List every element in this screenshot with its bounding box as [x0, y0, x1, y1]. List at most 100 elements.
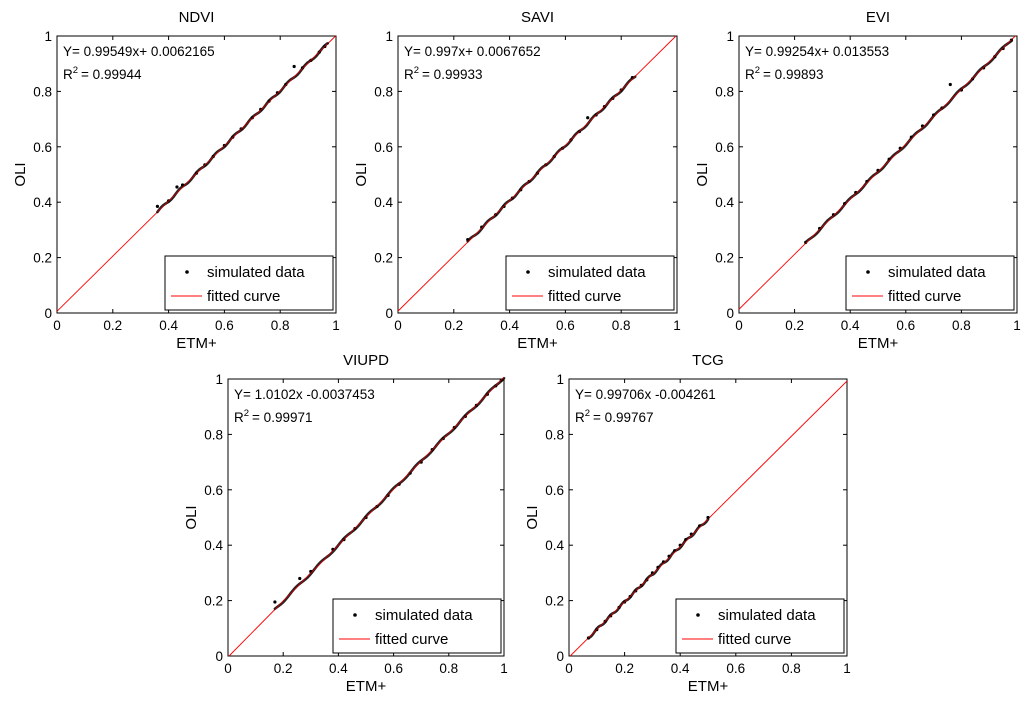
x-axis-label: ETM+ [346, 678, 387, 695]
y-tick-label: 0.8 [33, 84, 52, 99]
y-tick-label: 0.2 [33, 251, 52, 266]
fitted-curve-overlay [467, 76, 636, 243]
legend-label-simulated: simulated data [548, 264, 646, 281]
x-tick-label: 0.2 [103, 318, 122, 333]
data-point [818, 226, 822, 231]
x-tick-label: 0.8 [439, 661, 458, 676]
y-tick-label: 0 [215, 649, 223, 664]
x-axis-label: ETM+ [176, 335, 217, 352]
fit-equation: Y= 0.99254x+ 0.013553 [745, 44, 889, 59]
legend-label-simulated: simulated data [888, 264, 986, 281]
y-tick-label: 0.6 [33, 140, 52, 155]
data-point [180, 183, 185, 187]
fit-equation: Y= 0.997x+ 0.0067652 [404, 44, 541, 59]
data-point [940, 106, 944, 110]
x-tick-label: 0 [53, 318, 61, 333]
x-tick-label: 0.6 [215, 318, 234, 333]
y-tick-label: 0.2 [204, 594, 223, 609]
data-point [397, 482, 401, 486]
data-point [408, 471, 412, 475]
r-squared: R2 = 0.99933 [404, 65, 482, 82]
legend-marker-simulated [526, 270, 530, 274]
chart-title: SAVI [521, 9, 554, 26]
legend-box [164, 255, 334, 311]
axes-frame [56, 35, 337, 314]
legend-box [675, 598, 845, 654]
x-tick-label: 0.6 [384, 661, 403, 676]
chart-panel-viupd: VIUPD 0 0.2 0.4 0.6 0.8 1 0 0.2 0.4 0.6 0.8 1 ETM+ OLI… [183, 352, 508, 695]
legend-box [505, 255, 675, 311]
data-point [175, 185, 179, 189]
x-tick-label: 0.4 [841, 318, 860, 333]
legend: simulated data fitted curve [845, 255, 1015, 311]
data-point [284, 82, 288, 87]
legend-marker-simulated [185, 270, 189, 274]
y-tick-label: 0.8 [715, 84, 734, 99]
chart-panel-savi: SAVI 0 0.2 0.4 0.6 0.8 1 0 0.2 0.4 0.6 0.8 1 ETM+ OLI Y… [353, 9, 681, 352]
data-point [982, 66, 986, 70]
x-tick-label: 1 [843, 661, 851, 676]
x-tick-label: 0 [394, 318, 402, 333]
x-tick-label: 0.8 [271, 318, 290, 333]
fit-equation: Y= 0.99706x -0.004261 [575, 387, 716, 402]
legend-label-simulated: simulated data [375, 607, 473, 624]
fit-equation: Y= 1.0102x -0.0037453 [234, 387, 375, 402]
x-tick-label: 0.4 [159, 318, 178, 333]
y-axis-label: OLI [183, 505, 200, 529]
r-squared-value: = 0.99767 [593, 410, 653, 425]
r-squared: R2 = 0.99767 [575, 408, 653, 425]
x-axis-label: ETM+ [517, 335, 558, 352]
y-tick-label: 0.2 [374, 251, 393, 266]
legend-marker-simulated [866, 270, 870, 274]
x-tick-label: 1 [1013, 318, 1021, 333]
axes-frame [568, 378, 848, 657]
legend: simulated data fitted curve [675, 598, 845, 654]
data-point [466, 237, 470, 242]
y-tick-label: 0.6 [715, 140, 734, 155]
y-tick-label: 0.6 [374, 140, 393, 155]
data-point [300, 66, 305, 70]
y-tick-label: 0.8 [545, 427, 564, 442]
r-squared-value: = 0.99893 [763, 67, 823, 82]
legend-marker-simulated [696, 613, 700, 617]
chart-panel-tcg: TCG 0 0.2 0.4 0.6 0.8 1 0 0.2 0.4 0.6 0.8 1 ETM+ OLI Y=… [524, 352, 851, 695]
axes-frame [397, 35, 678, 314]
data-point [292, 64, 296, 69]
data-point [250, 116, 254, 120]
x-axis-label: ETM+ [688, 678, 729, 695]
x-tick-label: 0.2 [444, 318, 463, 333]
r-squared-exponent: 2 [73, 65, 78, 76]
y-tick-label: 0.4 [33, 195, 52, 210]
r-squared-symbol: R [63, 67, 73, 82]
r-squared-value: = 0.99933 [422, 67, 482, 82]
y-tick-label: 0.2 [715, 251, 734, 266]
r-squared-value: = 0.99944 [81, 67, 142, 82]
data-point [298, 576, 302, 581]
data-point [275, 91, 280, 95]
x-tick-label: 0.4 [671, 661, 690, 676]
r-squared-symbol: R [404, 67, 414, 82]
r-squared-symbol: R [234, 410, 244, 425]
x-tick-label: 0.6 [896, 318, 915, 333]
x-tick-label: 1 [332, 318, 340, 333]
y-tick-label: 1 [556, 372, 564, 387]
data-point [804, 240, 808, 244]
r-squared-symbol: R [575, 410, 585, 425]
y-tick-label: 0 [726, 306, 734, 321]
data-point [948, 82, 952, 87]
legend-label-fitted: fitted curve [207, 288, 280, 305]
x-tick-label: 1 [673, 318, 681, 333]
y-tick-label: 0.6 [545, 483, 564, 498]
fitted-curve-overlay [274, 376, 505, 610]
y-tick-label: 0.4 [545, 538, 564, 553]
x-tick-label: 0 [224, 661, 232, 676]
y-tick-label: 0.4 [204, 538, 223, 553]
y-tick-label: 1 [385, 29, 393, 44]
data-point [267, 99, 271, 103]
chart-panel-evi: EVI 0 0.2 0.4 0.6 0.8 1 0 0.2 0.4 0.6 0.8 1 ETM+ OLI Y=… [694, 9, 1021, 352]
chart-title: EVI [866, 9, 890, 26]
x-tick-label: 0 [565, 661, 573, 676]
data-point [706, 515, 710, 520]
data-point [959, 88, 964, 92]
